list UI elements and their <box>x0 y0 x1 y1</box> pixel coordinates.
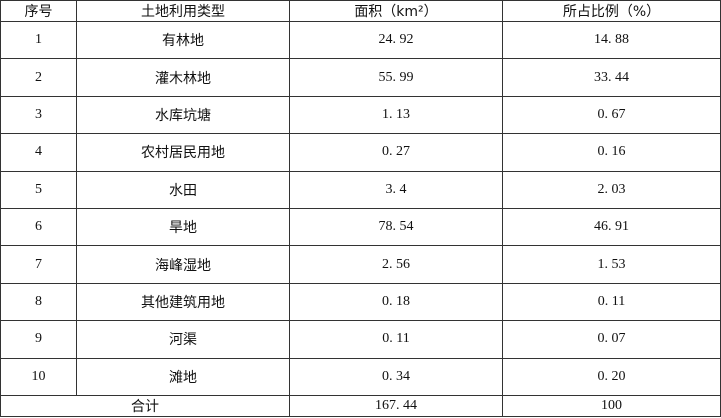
area-value: 0. 18 <box>289 282 503 322</box>
area-value: 0. 11 <box>289 320 503 359</box>
ratio-value: 2. 03 <box>502 170 721 209</box>
row-number: 2 <box>0 58 77 97</box>
row-number: 4 <box>0 133 77 172</box>
land-type: 灌木林地 <box>76 58 290 97</box>
area-value: 0. 27 <box>289 133 503 172</box>
land-type: 旱地 <box>76 207 290 247</box>
ratio-value: 1. 53 <box>502 245 721 284</box>
total-ratio: 100 <box>502 395 721 417</box>
table-row: 10 滩地 0. 34 0. 20 <box>0 357 721 397</box>
area-value: 78. 54 <box>289 207 503 247</box>
ratio-value: 14. 88 <box>502 20 721 60</box>
row-number: 3 <box>0 95 77 135</box>
ratio-value: 0. 11 <box>502 282 721 322</box>
table-row: 6 旱地 78. 54 46. 91 <box>0 207 721 247</box>
table-row: 7 海峰湿地 2. 56 1. 53 <box>0 245 721 284</box>
area-value: 24. 92 <box>289 20 503 60</box>
ratio-value: 0. 20 <box>502 357 721 397</box>
table-row: 4 农村居民用地 0. 27 0. 16 <box>0 133 721 172</box>
row-number: 6 <box>0 207 77 247</box>
header-ratio: 所占比例（%） <box>502 0 721 22</box>
ratio-value: 0. 07 <box>502 320 721 359</box>
header-type: 土地利用类型 <box>76 0 290 22</box>
row-number: 10 <box>0 357 77 397</box>
header-row: 序号 土地利用类型 面积（km²） 所占比例（%） <box>0 0 721 22</box>
land-type: 海峰湿地 <box>76 245 290 284</box>
total-row: 合计 167. 44 100 <box>0 395 721 417</box>
table-row: 1 有林地 24. 92 14. 88 <box>0 20 721 60</box>
area-value: 55. 99 <box>289 58 503 97</box>
table-row: 8 其他建筑用地 0. 18 0. 11 <box>0 282 721 322</box>
table-row: 5 水田 3. 4 2. 03 <box>0 170 721 209</box>
land-type: 其他建筑用地 <box>76 282 290 322</box>
ratio-value: 0. 16 <box>502 133 721 172</box>
land-type: 滩地 <box>76 357 290 397</box>
table-row: 3 水库坑塘 1. 13 0. 67 <box>0 95 721 135</box>
area-value: 0. 34 <box>289 357 503 397</box>
land-type: 水库坑塘 <box>76 95 290 135</box>
row-number: 9 <box>0 320 77 359</box>
header-no: 序号 <box>0 0 77 22</box>
row-number: 7 <box>0 245 77 284</box>
land-type: 有林地 <box>76 20 290 60</box>
area-value: 3. 4 <box>289 170 503 209</box>
total-area: 167. 44 <box>289 395 503 417</box>
row-number: 8 <box>0 282 77 322</box>
row-number: 1 <box>0 20 77 60</box>
land-type: 水田 <box>76 170 290 209</box>
land-type: 农村居民用地 <box>76 133 290 172</box>
row-number: 5 <box>0 170 77 209</box>
table-row: 9 河渠 0. 11 0. 07 <box>0 320 721 359</box>
table-row: 2 灌木林地 55. 99 33. 44 <box>0 58 721 97</box>
ratio-value: 0. 67 <box>502 95 721 135</box>
ratio-value: 33. 44 <box>502 58 721 97</box>
area-value: 1. 13 <box>289 95 503 135</box>
total-label: 合计 <box>0 395 290 417</box>
land-type: 河渠 <box>76 320 290 359</box>
header-area: 面积（km²） <box>289 0 503 22</box>
ratio-value: 46. 91 <box>502 207 721 247</box>
area-value: 2. 56 <box>289 245 503 284</box>
